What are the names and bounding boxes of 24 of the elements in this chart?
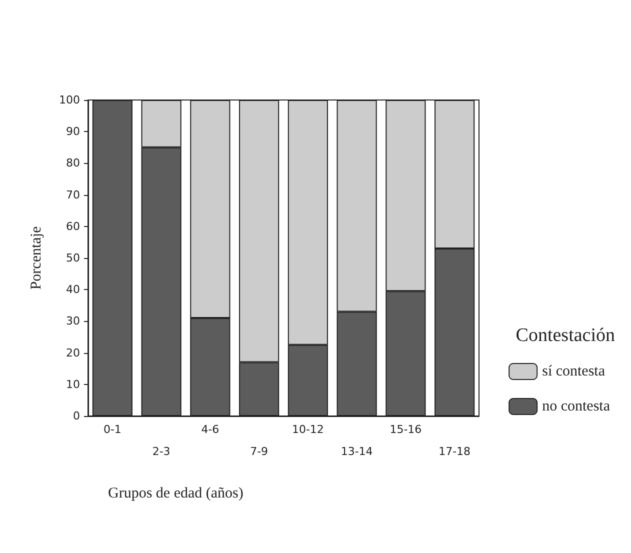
y-tick-label: 30 [66,314,80,328]
y-tick-label: 70 [66,188,80,202]
y-tick-label: 20 [66,346,80,360]
y-tick-label: 0 [73,410,80,422]
y-tick-label: 80 [66,156,80,170]
y-tick-label: 100 [59,94,80,106]
x-tick-label: 0-1 [103,423,122,436]
y-tick-label: 50 [66,252,80,264]
x-tick-label: 17-18 [438,445,471,458]
legend-label: no contesta [542,398,610,414]
y-tick-label: 90 [66,125,80,138]
x-tick-label: 10-12 [292,423,324,436]
legend-title: Contestación [516,325,616,346]
y-tick-label: 60 [66,220,80,233]
x-tick-label: 15-16 [390,423,422,436]
y-tick-label: 10 [66,378,80,391]
x-tick-label: 4-6 [201,423,220,436]
x-axis-title: Grupos de edad (años) [108,486,244,502]
x-tick-label: 7-9 [250,445,268,458]
legend-label: sí contesta [542,364,606,380]
y-tick-label: 40 [66,283,80,296]
x-tick-label: 2-3 [152,445,170,458]
x-tick-label: 13-14 [340,445,373,458]
y-axis-title: Porcentaje [28,226,44,290]
